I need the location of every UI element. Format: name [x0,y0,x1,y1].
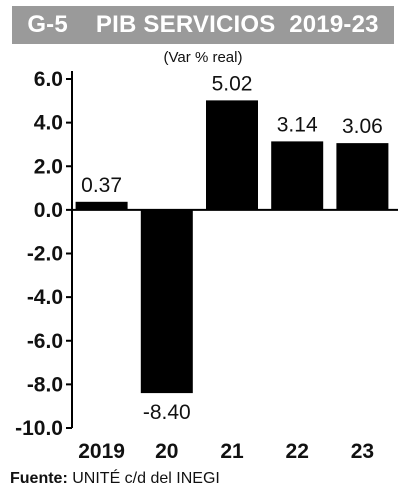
chart-title: PIB SERVICIOS 2019-23 [95,11,379,38]
source-text: UNITÉ c/d del INEGI [72,470,220,487]
source-note: Fuente: UNITÉ c/d del INEGI [10,470,220,488]
y-tick-label: 2.0 [34,155,63,178]
bar [75,201,128,210]
bar [206,100,258,210]
y-tick-label: -8.0 [27,373,63,396]
data-label: 5.02 [212,72,253,95]
y-tick-label: -10.0 [15,417,63,440]
title-band: G-5 PIB SERVICIOS 2019-23 [12,6,394,44]
y-tick-label: 6.0 [34,68,63,91]
chart-subtitle: (Var % real) [163,49,243,66]
y-tick-label: -2.0 [27,243,63,266]
x-tick-label: 20 [155,440,178,463]
y-tick-label: -6.0 [27,330,63,353]
data-label: 3.06 [342,115,383,138]
bar [336,143,389,210]
bar [271,141,324,210]
x-tick-label: 2019 [78,440,125,463]
data-label: 0.37 [81,174,122,197]
x-tick-label: 23 [351,440,374,463]
data-label: -8.40 [143,401,191,424]
chart-code: G-5 [27,11,68,38]
x-tick-label: 22 [286,440,309,463]
data-label: 3.14 [277,113,318,136]
y-tick-label: 0.0 [34,199,63,222]
y-tick-label: 4.0 [34,112,63,135]
source-label: Fuente: [10,470,68,487]
y-tick-label: -4.0 [27,286,63,309]
x-tick-label: 21 [220,440,244,463]
bar [140,209,193,394]
